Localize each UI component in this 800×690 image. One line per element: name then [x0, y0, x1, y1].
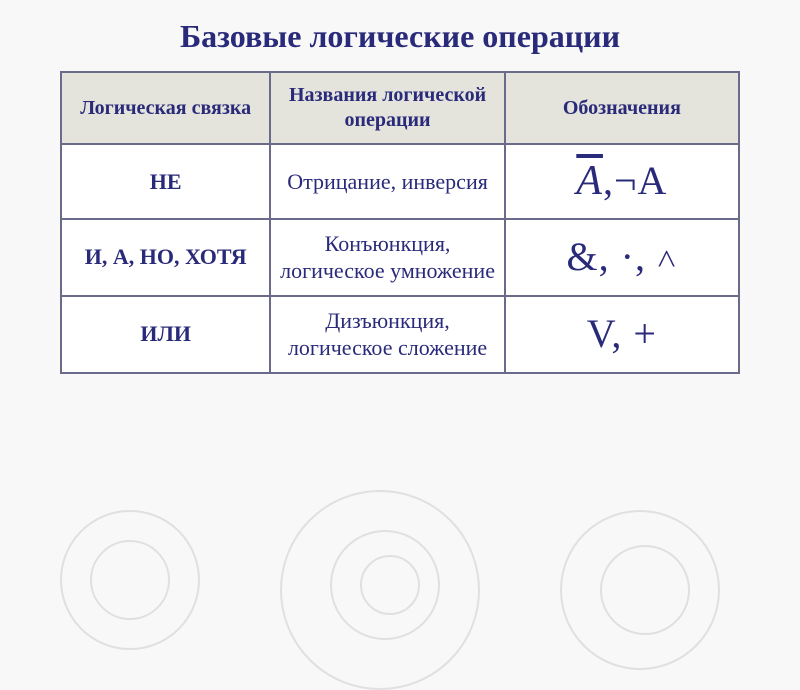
cell-name: Конъюнкция, логическое умножение	[270, 219, 504, 296]
cell-name: Дизъюнкция, логическое сложение	[270, 296, 504, 373]
table-body: НЕ Отрицание, инверсия A,¬А И, А, НО, ХО…	[61, 144, 739, 373]
header-connector: Логическая связка	[61, 72, 270, 144]
table-container: Логическая связка Названия логической оп…	[0, 71, 800, 374]
page-title: Базовые логические операции	[0, 0, 800, 71]
table-row: НЕ Отрицание, инверсия A,¬А	[61, 144, 739, 219]
table-row: ИЛИ Дизъюнкция, логическое сложение V, +	[61, 296, 739, 373]
cell-connector: ИЛИ	[61, 296, 270, 373]
header-notation: Обозначения	[505, 72, 739, 144]
table-row: И, А, НО, ХОТЯ Конъюнкция, логическое ум…	[61, 219, 739, 296]
cell-name: Отрицание, инверсия	[270, 144, 504, 219]
table-header-row: Логическая связка Названия логической оп…	[61, 72, 739, 144]
header-name: Названия логической операции	[270, 72, 504, 144]
cell-notation: V, +	[505, 296, 739, 373]
cell-connector: НЕ	[61, 144, 270, 219]
logic-operations-table: Логическая связка Названия логической оп…	[60, 71, 740, 374]
background-decoration	[0, 460, 800, 660]
cell-notation: &, ·, ˄	[505, 219, 739, 296]
cell-notation: A,¬А	[505, 144, 739, 219]
cell-connector: И, А, НО, ХОТЯ	[61, 219, 270, 296]
